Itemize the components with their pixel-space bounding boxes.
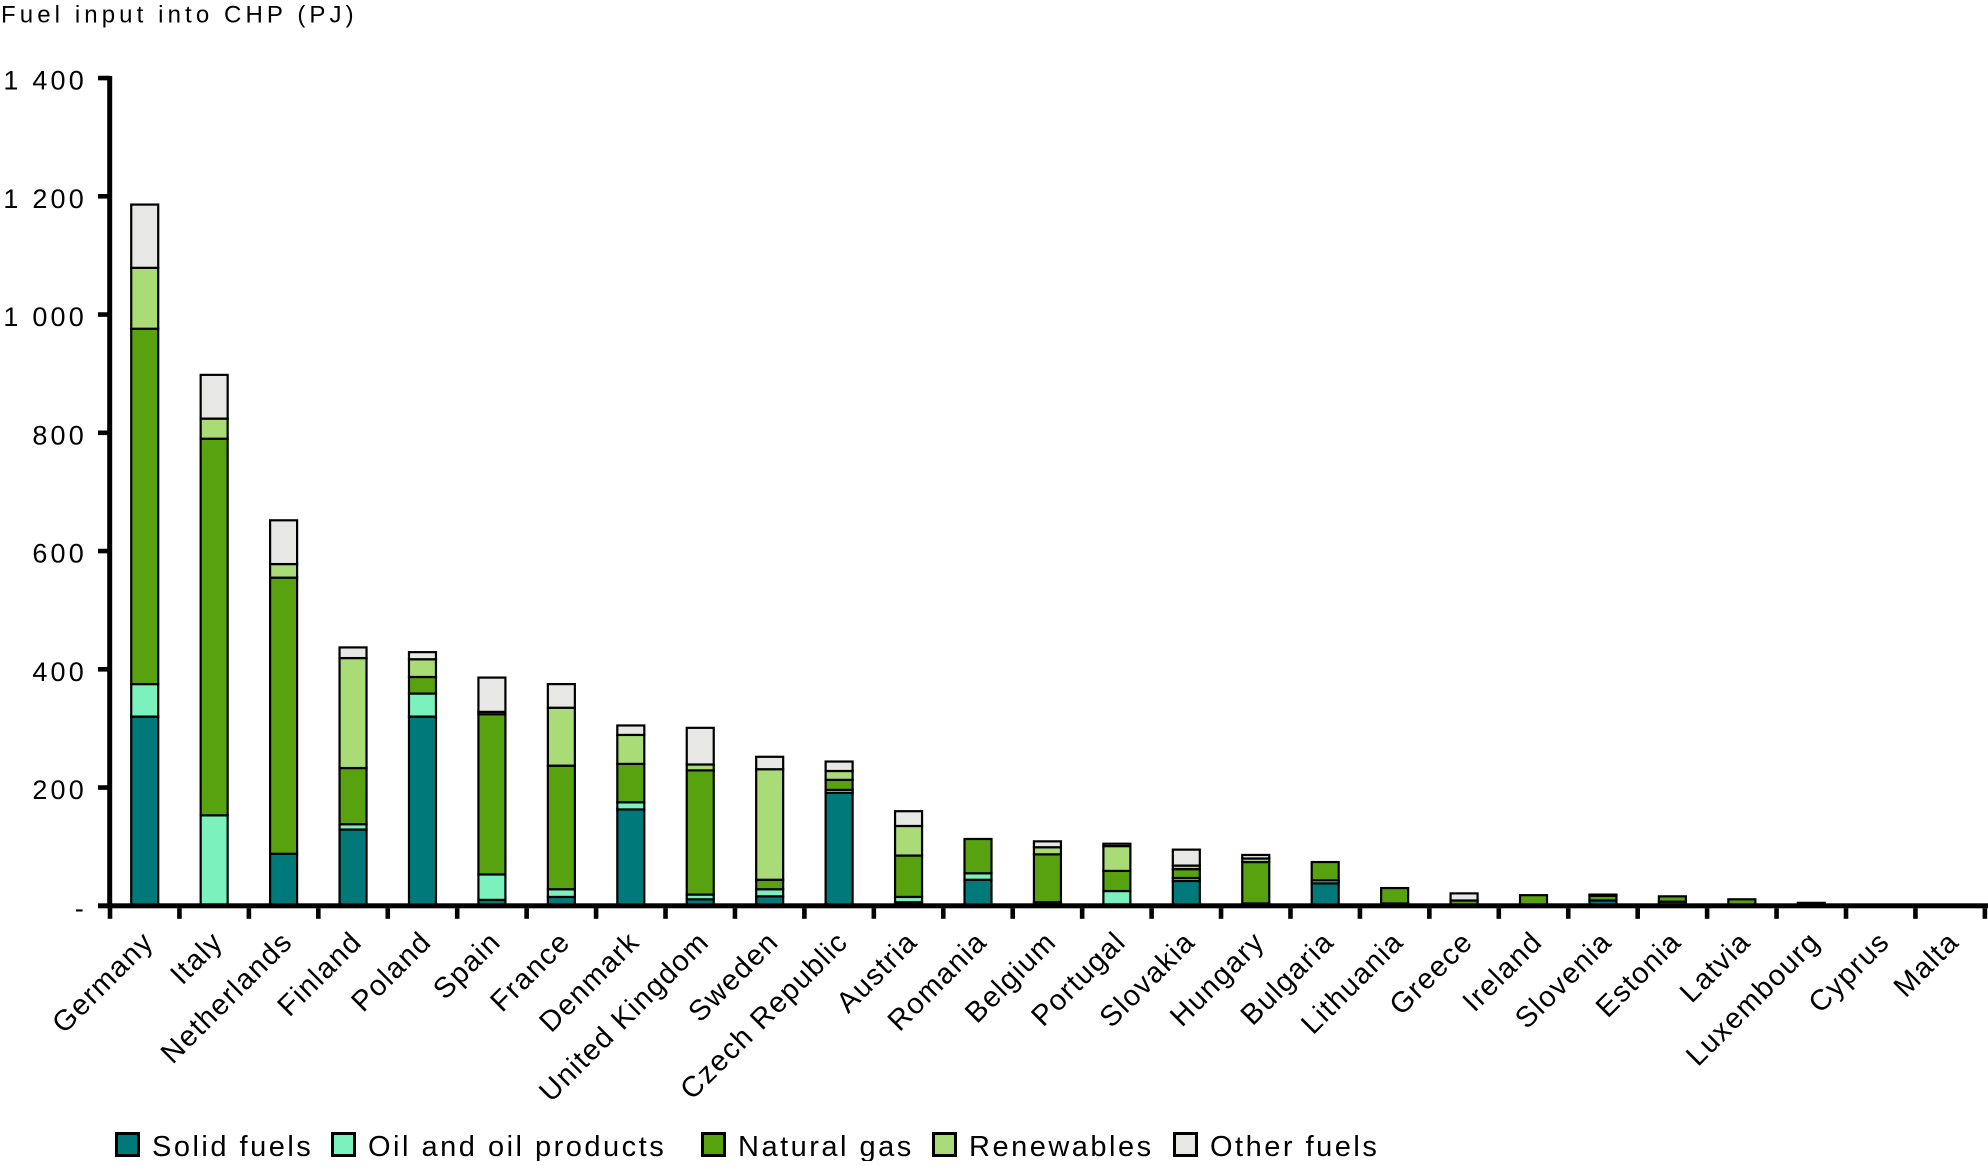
svg-text:1 400: 1 400 bbox=[3, 66, 87, 96]
svg-text:Fuel input into CHP (PJ): Fuel input into CHP (PJ) bbox=[1, 2, 358, 29]
svg-text:800: 800 bbox=[32, 420, 87, 450]
svg-text:Other fuels: Other fuels bbox=[1210, 1131, 1379, 1161]
svg-text:1 000: 1 000 bbox=[3, 302, 87, 332]
svg-text:Solid fuels: Solid fuels bbox=[152, 1131, 313, 1161]
svg-text:Renewables: Renewables bbox=[969, 1131, 1154, 1161]
svg-text:1 200: 1 200 bbox=[3, 184, 87, 214]
svg-text:400: 400 bbox=[32, 657, 87, 687]
svg-text:Oil and oil products: Oil and oil products bbox=[368, 1131, 666, 1161]
svg-text:-: - bbox=[75, 893, 87, 923]
svg-text:200: 200 bbox=[32, 775, 87, 805]
svg-text:Natural gas: Natural gas bbox=[738, 1131, 914, 1161]
svg-text:600: 600 bbox=[32, 539, 87, 569]
